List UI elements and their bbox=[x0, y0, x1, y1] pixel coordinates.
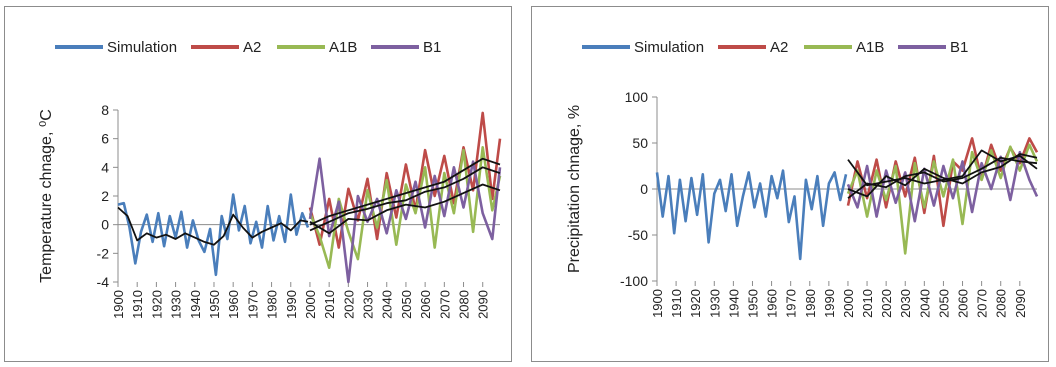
x-tick-label: 1970 bbox=[245, 290, 260, 319]
y-tick-label: -4 bbox=[97, 274, 110, 290]
y-tick-label: 0 bbox=[101, 217, 109, 233]
legend-label-b1: B1 bbox=[950, 39, 968, 56]
temperature-chart-panel: Simulation A2 A1B B1 -4 -2 0 2 4 6 8 1900 1910 1920 19… bbox=[4, 6, 512, 362]
legend-label-a1b: A1B bbox=[856, 39, 884, 56]
legend-label-a2: A2 bbox=[243, 39, 261, 56]
series-line-a1b bbox=[308, 146, 502, 270]
x-tick-label: 2080 bbox=[457, 290, 472, 319]
series-line-a1b bbox=[846, 143, 1039, 255]
trend-line-7 bbox=[309, 183, 501, 235]
x-tick-label: 2080 bbox=[994, 289, 1009, 318]
y-tick-label: 4 bbox=[101, 159, 109, 175]
x-tick-label: 1940 bbox=[188, 290, 203, 319]
y-tick-label: 8 bbox=[101, 102, 109, 118]
x-tick-label: 1950 bbox=[207, 290, 222, 319]
legend-label-a2: A2 bbox=[770, 39, 788, 56]
x-tick-label: 2010 bbox=[322, 290, 337, 319]
trend-line-6 bbox=[847, 153, 1038, 198]
x-tick-label: 2060 bbox=[956, 289, 971, 318]
trend-line-4 bbox=[117, 206, 309, 246]
legend-label-simulation: Simulation bbox=[634, 39, 704, 56]
x-tick-label: 2040 bbox=[917, 289, 932, 318]
x-tick-label: 2050 bbox=[936, 289, 951, 318]
y-tick-label: 50 bbox=[632, 135, 648, 151]
x-tick-label: 2090 bbox=[1013, 289, 1028, 318]
legend-label-a1b: A1B bbox=[329, 39, 357, 56]
y-tick-label: -2 bbox=[97, 245, 110, 261]
series-line-b1 bbox=[308, 157, 502, 284]
y-tick-label: 0 bbox=[640, 181, 648, 197]
x-tick-label: 2090 bbox=[476, 290, 491, 319]
series-line-simulation bbox=[117, 193, 310, 277]
series-line-simulation bbox=[655, 169, 848, 261]
series-line-b1 bbox=[846, 150, 1039, 223]
x-tick-label: 1900 bbox=[650, 289, 665, 318]
x-tick-label: 2000 bbox=[841, 289, 856, 318]
x-tick-label: 1920 bbox=[688, 289, 703, 318]
x-tick-label: 1940 bbox=[726, 289, 741, 318]
precipitation-chart: Simulation A2 A1B B1 -100 -50 0 50 100 1900 1910 19… bbox=[566, 39, 1039, 318]
x-tick-label: 2050 bbox=[399, 290, 414, 319]
x-tick-label: 2020 bbox=[341, 290, 356, 319]
x-tick-label: 1970 bbox=[784, 289, 799, 318]
x-tick-label: 1930 bbox=[169, 290, 184, 319]
x-tick-label: 2030 bbox=[898, 289, 913, 318]
x-tick-label: 1950 bbox=[745, 289, 760, 318]
x-tick-label: 2000 bbox=[303, 290, 318, 319]
precipitation-chart-panel: Simulation A2 A1B B1 -100 -50 0 50 100 1900 1910 19… bbox=[531, 6, 1049, 362]
x-tick-label: 2070 bbox=[437, 290, 452, 319]
x-tick-label: 2030 bbox=[361, 290, 376, 319]
x-tick-label: 2070 bbox=[975, 289, 990, 318]
x-tick-label: 2010 bbox=[860, 289, 875, 318]
y-tick-label: -100 bbox=[620, 273, 648, 289]
x-tick-label: 2060 bbox=[418, 290, 433, 319]
x-tick-label: 1980 bbox=[803, 289, 818, 318]
y-axis-label: Temperature chnage, ⁰C bbox=[38, 109, 55, 283]
x-tick-label: 1930 bbox=[707, 289, 722, 318]
x-tick-label: 1980 bbox=[265, 290, 280, 319]
x-tick-label: 1920 bbox=[149, 290, 164, 319]
temperature-chart: Simulation A2 A1B B1 -4 -2 0 2 4 6 8 1900 1910 1920 19… bbox=[38, 39, 502, 319]
x-tick-label: 1900 bbox=[111, 290, 126, 319]
y-tick-label: 2 bbox=[101, 188, 109, 204]
trend-line-5 bbox=[309, 157, 501, 226]
trend-line-6 bbox=[309, 166, 501, 232]
x-tick-label: 1960 bbox=[765, 289, 780, 318]
x-tick-label: 1990 bbox=[284, 290, 299, 319]
legend-label-b1: B1 bbox=[423, 39, 441, 56]
y-axis-label: Precipitation chnage, % bbox=[566, 105, 583, 273]
x-tick-label: 1960 bbox=[226, 290, 241, 319]
x-tick-label: 2020 bbox=[879, 289, 894, 318]
x-tick-label: 2040 bbox=[380, 290, 395, 319]
x-tick-label: 1910 bbox=[669, 289, 684, 318]
legend-label-simulation: Simulation bbox=[107, 39, 177, 56]
y-tick-label: -50 bbox=[628, 227, 648, 243]
x-tick-label: 1910 bbox=[130, 290, 145, 319]
x-tick-label: 1990 bbox=[822, 289, 837, 318]
trend-line-5 bbox=[847, 156, 1038, 199]
y-tick-label: 6 bbox=[101, 131, 109, 147]
y-tick-label: 100 bbox=[625, 89, 649, 105]
